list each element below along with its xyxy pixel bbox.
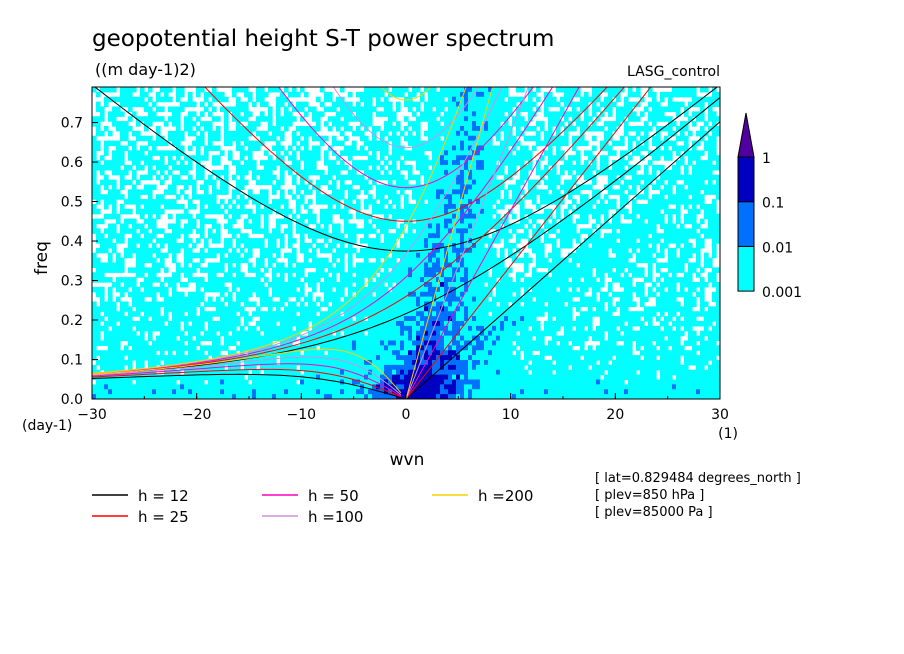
legend-label: h =100 bbox=[308, 508, 363, 526]
x-tick-label: −10 bbox=[287, 407, 317, 423]
legend-label: h =200 bbox=[478, 487, 533, 505]
y-axis-unit: (day-1) bbox=[22, 418, 72, 434]
y-tick-label: 0.1 bbox=[61, 353, 83, 369]
x-tick-label: −30 bbox=[77, 407, 107, 423]
run-label: LASG_control bbox=[627, 64, 720, 80]
y-tick-label: 0.6 bbox=[61, 155, 83, 171]
colorbar-over-triangle bbox=[737, 112, 755, 158]
x-tick-label: 30 bbox=[711, 407, 729, 423]
annotation-line: [ lat=0.829484 degrees_north ] bbox=[595, 471, 801, 486]
colorbar-level-label: 0.001 bbox=[762, 285, 802, 301]
colorbar-bin bbox=[737, 156, 755, 203]
annotation-line: [ plev=85000 Pa ] bbox=[595, 505, 713, 520]
colorbar: 0.001 0.01 0.1 1 bbox=[737, 112, 802, 301]
chart-subtitle: ((m day-1)2) bbox=[95, 60, 196, 79]
x-axis: −30 −20 −10 0 10 20 30 bbox=[77, 393, 729, 423]
legend-label: h = 12 bbox=[138, 487, 189, 505]
colorbar-bin bbox=[737, 201, 755, 247]
colorbar-bin bbox=[737, 245, 755, 292]
y-tick-label: 0.2 bbox=[61, 313, 83, 329]
power-field bbox=[92, 87, 720, 399]
y-axis: 0.0 0.1 0.2 0.3 0.4 0.5 0.6 0.7 bbox=[61, 116, 98, 408]
y-tick-label: 0.7 bbox=[61, 116, 83, 132]
colorbar-level-label: 0.01 bbox=[762, 240, 793, 256]
y-tick-label: 0.3 bbox=[61, 274, 83, 290]
x-tick-label: 20 bbox=[606, 407, 624, 423]
x-tick-label: 0 bbox=[402, 407, 411, 423]
x-axis-unit: (1) bbox=[718, 426, 738, 442]
annotations: [ lat=0.829484 degrees_north ] [ plev=850… bbox=[595, 471, 801, 520]
legend-label: h = 50 bbox=[308, 487, 359, 505]
legend: h = 12 h = 25 h = 50 h =100 h =200 bbox=[92, 487, 533, 526]
annotation-line: [ plev=850 hPa ] bbox=[595, 488, 704, 503]
x-tick-label: −20 bbox=[182, 407, 212, 423]
y-tick-label: 0.5 bbox=[61, 195, 83, 211]
colorbar-level-label: 1 bbox=[762, 151, 771, 167]
x-tick-label: 10 bbox=[502, 407, 520, 423]
x-axis-label: wvn bbox=[390, 450, 425, 470]
dispersion-curves bbox=[92, 87, 720, 399]
y-axis-label: freq bbox=[32, 241, 52, 275]
colorbar-level-label: 0.1 bbox=[762, 196, 784, 212]
chart-title: geopotential height S-T power spectrum bbox=[92, 26, 554, 52]
y-tick-label: 0.0 bbox=[61, 392, 83, 408]
legend-label: h = 25 bbox=[138, 508, 189, 526]
y-tick-label: 0.4 bbox=[61, 234, 83, 250]
